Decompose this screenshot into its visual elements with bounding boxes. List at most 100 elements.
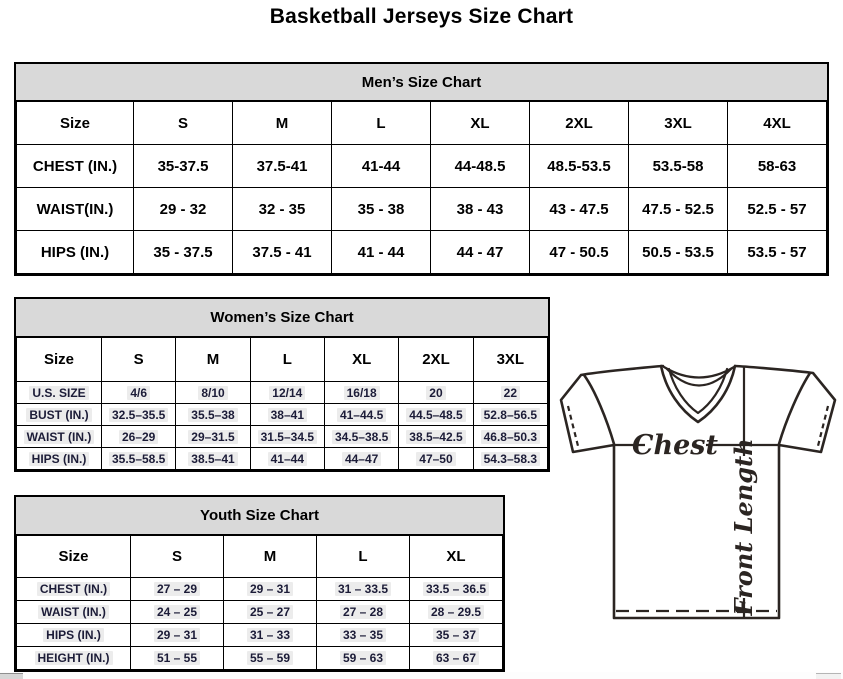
size-value-cell: 38–41 <box>249 403 325 426</box>
size-value-cell: 32.5–35.5 <box>100 403 177 426</box>
size-value-cell-text: 35.5–38 <box>188 407 238 422</box>
size-value-cell: 58-63 <box>727 144 827 188</box>
jersey-right-seam <box>777 371 812 446</box>
measurement-row: CHEST (IN.) 35-37.5 37.5-41 41-44 44-48.5 48.… <box>16 144 827 188</box>
size-value-cell: 59 – 63 <box>316 646 410 670</box>
jersey-outline <box>559 364 837 620</box>
size-value-cell: 28 – 29.5 <box>409 600 503 624</box>
size-value-cell-text: 8/10 <box>198 385 228 400</box>
row-label: CHEST (IN.) <box>16 577 131 601</box>
row-label-text: BUST (IN.) <box>26 407 92 422</box>
size-value-cell: 32 - 35 <box>232 187 332 231</box>
size-column-header: Size <box>16 535 131 578</box>
scrollbar-left-button[interactable] <box>0 673 23 679</box>
row-label-text: WAIST (IN.) <box>38 605 109 619</box>
size-header-3xl: 3XL <box>628 101 728 145</box>
row-label-text: U.S. SIZE <box>29 385 89 400</box>
size-value-cell-text: 55 – 59 <box>246 651 294 665</box>
size-value-cell: 47–50 <box>398 447 474 470</box>
size-value-cell: 53.5 - 57 <box>727 230 827 274</box>
size-value-cell-text: 35.5–58.5 <box>108 451 169 466</box>
size-value-cell-text: 41–44 <box>267 451 307 466</box>
size-value-cell: 29–31.5 <box>175 425 251 448</box>
mens-size-chart: Men’s Size Chart Size S M L XL 2XL 3XL 4XL CHEST… <box>14 62 829 276</box>
size-value-cell: 44–47 <box>323 447 400 470</box>
size-value-cell: 37.5 - 41 <box>232 230 332 274</box>
size-value-cell-text: 63 – 67 <box>432 651 480 665</box>
size-value-cell: 35-37.5 <box>133 144 233 188</box>
measurement-row: BUST (IN.) 32.5–35.5 35.5–38 38–41 41–44.5 44… <box>16 403 549 426</box>
size-column-header: Size <box>16 337 102 382</box>
size-value-cell-text: 27 – 28 <box>339 605 387 619</box>
size-value-cell-text: 33.5 – 36.5 <box>422 582 490 596</box>
size-header-m: M <box>175 337 251 382</box>
size-value-cell-text: 59 – 63 <box>339 651 387 665</box>
size-value-cell: 38 - 43 <box>430 187 530 231</box>
size-header-2xl: 2XL <box>398 337 474 382</box>
womens-size-chart-title: Women’s Size Chart <box>16 299 548 337</box>
size-value-cell: 34.5–38.5 <box>323 425 400 448</box>
size-value-cell: 37.5-41 <box>232 144 332 188</box>
size-value-cell: 16/18 <box>323 381 400 404</box>
size-value-cell: 47.5 - 52.5 <box>628 187 728 231</box>
measurement-row: HIPS (IN.) 35 - 37.5 37.5 - 41 41 - 44 44 - … <box>16 230 827 274</box>
size-value-cell: 52.8–56.5 <box>472 403 549 426</box>
size-value-cell: 8/10 <box>175 381 251 404</box>
size-value-cell: 41 - 44 <box>331 230 431 274</box>
jersey-left-seam <box>582 373 616 446</box>
size-value-cell: 35.5–38 <box>175 403 251 426</box>
size-value-cell-text: 32.5–35.5 <box>108 407 169 422</box>
size-value-cell-text: 34.5–38.5 <box>331 429 392 444</box>
measurement-row: WAIST (IN.) 26–29 29–31.5 31.5–34.5 34.5–38.… <box>16 425 549 448</box>
womens-size-chart: Women’s Size Chart Size S M L XL 2XL 3XL U.S. S… <box>14 297 550 472</box>
size-value-cell: 31 – 33.5 <box>316 577 410 601</box>
row-label: CHEST (IN.) <box>16 144 134 188</box>
size-header-m: M <box>223 535 317 578</box>
size-value-cell-text: 12/14 <box>269 385 306 400</box>
size-header-xl: XL <box>409 535 503 578</box>
size-header-s: S <box>133 101 233 145</box>
horizontal-scrollbar[interactable] <box>0 672 843 679</box>
size-header-l: L <box>316 535 410 578</box>
womens-size-table: Size S M L XL 2XL 3XL U.S. SIZE 4/6 8/10 12/14 16/1… <box>16 337 549 470</box>
row-label-text: HIPS (IN.) <box>28 451 90 466</box>
youth-size-chart-title: Youth Size Chart <box>16 497 503 535</box>
measurement-row: HIPS (IN.) 29 – 31 31 – 33 33 – 35 35 – 37 <box>16 623 503 647</box>
size-header-3xl: 3XL <box>472 337 549 382</box>
size-value-cell: 31.5–34.5 <box>249 425 325 448</box>
measurement-row: WAIST (IN.) 24 – 25 25 – 27 27 – 28 28 – 29.… <box>16 600 503 624</box>
front-length-label: Front Length <box>729 438 758 616</box>
scrollbar-right-button[interactable] <box>816 673 841 679</box>
size-value-cell-text: 47–50 <box>416 451 456 466</box>
measurement-row: WAIST(IN.) 29 - 32 32 - 35 35 - 38 38 - 43 43… <box>16 187 827 231</box>
size-value-cell-text: 38–41 <box>267 407 307 422</box>
size-value-cell: 43 - 47.5 <box>529 187 629 231</box>
size-value-cell: 29 – 31 <box>130 623 224 647</box>
measurement-row: HIPS (IN.) 35.5–58.5 38.5–41 41–44 44–47 47–5… <box>16 447 549 470</box>
size-value-cell: 55 – 59 <box>223 646 317 670</box>
size-value-cell-text: 35 – 37 <box>432 628 480 642</box>
size-value-cell-text: 27 – 29 <box>153 582 201 596</box>
row-label: U.S. SIZE <box>16 381 102 404</box>
row-label: WAIST (IN.) <box>16 425 102 448</box>
size-value-cell: 50.5 - 53.5 <box>628 230 728 274</box>
size-header-2xl: 2XL <box>529 101 629 145</box>
size-value-cell: 41-44 <box>331 144 431 188</box>
size-value-cell: 27 – 28 <box>316 600 410 624</box>
size-value-cell: 33.5 – 36.5 <box>409 577 503 601</box>
size-value-cell: 38.5–42.5 <box>398 425 474 448</box>
size-value-cell: 44.5–48.5 <box>398 403 474 426</box>
size-value-cell: 20 <box>398 381 474 404</box>
size-value-cell: 44 - 47 <box>430 230 530 274</box>
size-value-cell-text: 16/18 <box>343 385 380 400</box>
size-value-cell: 53.5-58 <box>628 144 728 188</box>
size-header-l: L <box>331 101 431 145</box>
size-value-cell-text: 31 – 33.5 <box>334 582 392 596</box>
size-value-cell-text: 20 <box>426 385 446 400</box>
jersey-vneck-outer <box>659 364 737 424</box>
mens-size-chart-title: Men’s Size Chart <box>16 64 827 101</box>
row-label-text: HIPS (IN.) <box>43 628 104 642</box>
size-value-cell: 29 - 32 <box>133 187 233 231</box>
size-value-cell-text: 52.8–56.5 <box>480 407 541 422</box>
size-header-m: M <box>232 101 332 145</box>
